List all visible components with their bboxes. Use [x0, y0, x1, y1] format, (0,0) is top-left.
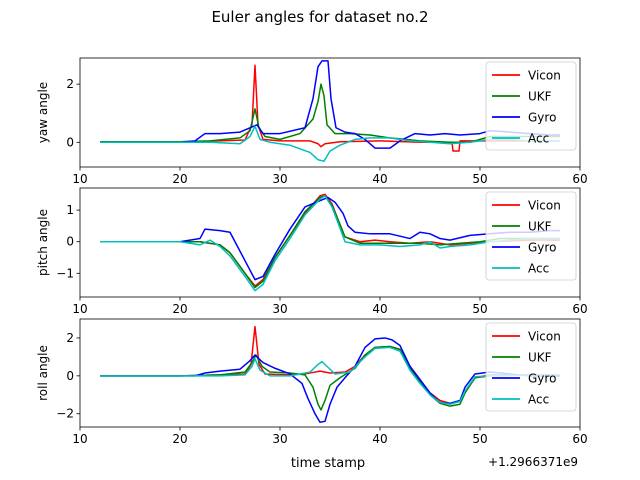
legend: Vicon UKF Gyro Acc: [485, 191, 577, 281]
y-tick-label: 0: [66, 135, 74, 149]
series-line-acc: [100, 346, 560, 406]
legend-box: [485, 322, 577, 412]
legend-label-ukf: UKF: [528, 220, 552, 234]
x-tick-label: 10: [72, 172, 87, 186]
x-tick-label: 10: [72, 302, 87, 316]
legend-label-gyro: Gyro: [528, 111, 556, 125]
x-tick-label: 50: [472, 432, 487, 446]
legend: Vicon UKF Gyro Acc: [485, 61, 577, 151]
pitch-panel: pitch angle 10 20 30 40 50 60 −1 0 1 Vicon UKF Gyro…: [36, 187, 588, 316]
legend: Vicon UKF Gyro Acc: [485, 322, 577, 412]
x-tick-label: 60: [572, 302, 587, 316]
x-axis-label: time stamp: [291, 456, 365, 471]
series-line-ukf: [100, 83, 560, 144]
y-tick-label: 2: [66, 77, 74, 91]
legend-label-acc: Acc: [528, 132, 549, 146]
x-tick-label: 30: [272, 302, 287, 316]
pitch-axis-label: pitch angle: [36, 209, 50, 276]
y-tick-label: 0: [66, 235, 74, 249]
figure-title: Euler angles for dataset no.2: [211, 8, 428, 26]
y-tick-label: 0: [66, 369, 74, 383]
legend-label-acc: Acc: [528, 393, 549, 407]
axes-frame: [79, 57, 581, 168]
legend-label-vicon: Vicon: [528, 199, 561, 213]
legend-box: [485, 191, 577, 281]
x-tick-label: 60: [572, 432, 587, 446]
series-line-gyro: [100, 196, 560, 281]
x-tick-label: 40: [372, 172, 387, 186]
y-tick-label: −2: [56, 407, 74, 421]
x-tick-label: 20: [172, 172, 187, 186]
x-offset-label: +1.2966371e9: [488, 455, 578, 469]
x-tick-label: 60: [572, 172, 587, 186]
x-tick-label: 40: [372, 432, 387, 446]
x-tick-label: 20: [172, 432, 187, 446]
legend-box: [485, 61, 577, 151]
legend-label-acc: Acc: [528, 262, 549, 276]
series-line-acc: [100, 195, 560, 292]
x-tick-label: 20: [172, 302, 187, 316]
legend-label-ukf: UKF: [528, 90, 552, 104]
x-tick-label: 50: [472, 302, 487, 316]
series-line-acc: [100, 125, 560, 162]
legend-label-vicon: Vicon: [528, 69, 561, 83]
axes-frame: [79, 318, 581, 428]
axes-frame: [79, 187, 581, 298]
x-tick-label: 50: [472, 172, 487, 186]
x-tick-label: 30: [272, 172, 287, 186]
yaw-axis-label: yaw angle: [36, 82, 50, 143]
legend-label-vicon: Vicon: [528, 330, 561, 344]
legend-label-gyro: Gyro: [528, 372, 556, 386]
x-tick-label: 40: [372, 302, 387, 316]
legend-label-ukf: UKF: [528, 351, 552, 365]
y-tick-label: −1: [56, 266, 74, 280]
x-tick-label: 30: [272, 432, 287, 446]
y-tick-label: 1: [66, 203, 74, 217]
series-line-gyro: [100, 60, 560, 149]
x-tick-label: 10: [72, 432, 87, 446]
roll-axis-label: roll angle: [36, 345, 50, 401]
y-tick-label: 2: [66, 331, 74, 345]
yaw-panel: yaw angle 10 20 30 40 50 60 0 2 Vicon UKF Gyro Acc: [36, 57, 588, 186]
roll-panel: roll angle 10 20 30 40 50 60 −2 0 2 Vicon UKF Gyro A…: [36, 318, 588, 446]
legend-label-gyro: Gyro: [528, 241, 556, 255]
